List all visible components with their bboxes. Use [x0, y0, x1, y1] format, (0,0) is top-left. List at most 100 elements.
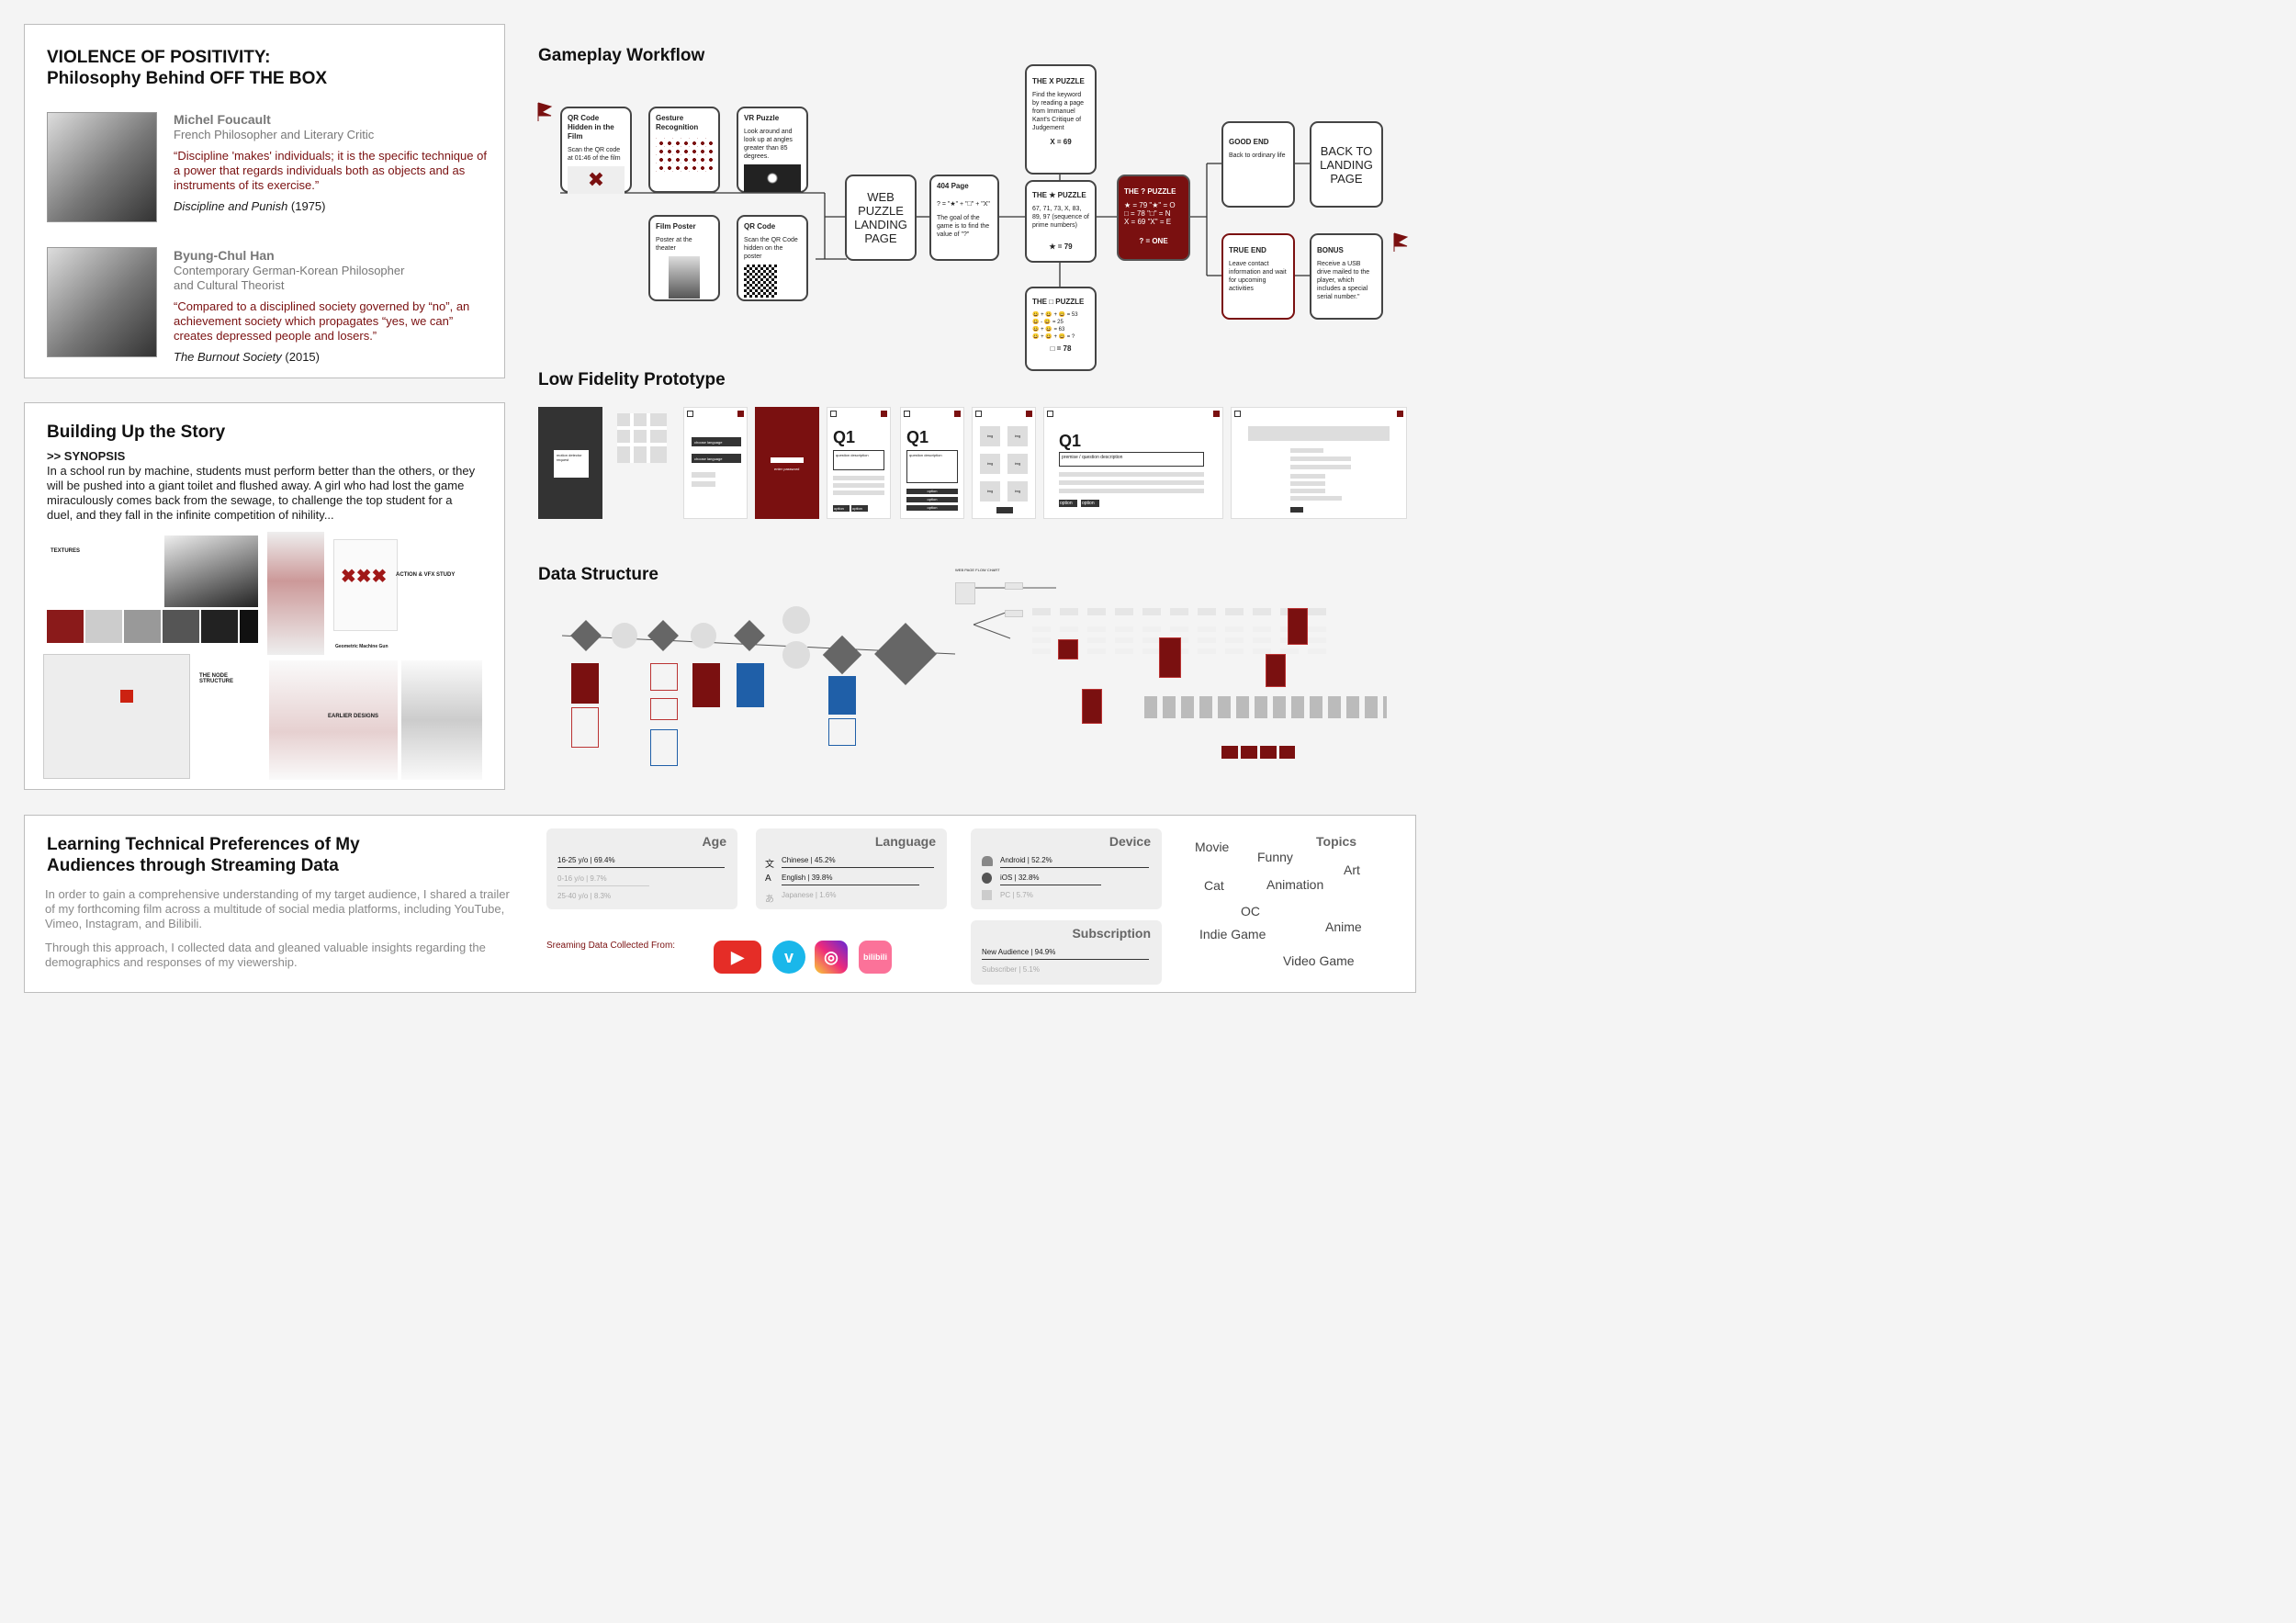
- img-placeholder[interactable]: img: [1007, 454, 1028, 474]
- youtube-icon[interactable]: ▶: [714, 941, 761, 974]
- proto-checkbox[interactable]: [1047, 411, 1053, 417]
- q-puzzle-line2: □ = 78 "□" = N: [1124, 209, 1171, 218]
- node-box-puzzle-answer: □ = 78: [1050, 344, 1072, 353]
- premise-line: [1059, 489, 1204, 493]
- subscription-row: Subscriber | 5.1%: [982, 965, 1040, 974]
- language-bar: [782, 867, 934, 868]
- node-404-formula: ? = "★" + "□" + "X": [937, 201, 990, 208]
- instagram-icon[interactable]: ◎: [815, 941, 848, 974]
- option-button[interactable]: option: [906, 505, 958, 511]
- proto-checkbox[interactable]: [904, 411, 910, 417]
- flowchart-doc-row: [1144, 696, 1387, 718]
- flow-box-outline: [650, 663, 678, 691]
- web-flowchart-label: WEB PAGE FLOW CHART: [955, 568, 1000, 572]
- texture-strip-1: [47, 610, 84, 643]
- apple-icon: [982, 873, 992, 884]
- option-button[interactable]: option: [1059, 500, 1077, 507]
- topic-word: OC: [1241, 904, 1260, 919]
- option-button[interactable]: option: [833, 505, 850, 512]
- password-label: enter password: [774, 467, 800, 471]
- form-line: [1290, 496, 1342, 501]
- proto-screen-motion: motion detector request: [538, 407, 602, 519]
- philosophy-title: VIOLENCE OF POSITIVITY: Philosophy Behin…: [47, 47, 327, 89]
- topic-word: Video Game: [1283, 953, 1355, 968]
- option-button[interactable]: option: [851, 505, 868, 512]
- node-star-puzzle: THE ★ PUZZLE 67, 71, 73, X, 83, 89, 97 (…: [1025, 180, 1097, 263]
- flowchart-red-card: [1058, 639, 1078, 659]
- proto-screen-q1-b: Q1 question description option option op…: [900, 407, 964, 519]
- option-button[interactable]: option: [906, 497, 958, 502]
- proto-checkbox[interactable]: [830, 411, 837, 417]
- proto-screen-grid: [617, 413, 667, 463]
- proto-help-icon[interactable]: [1026, 411, 1032, 417]
- foucault-photo: [47, 112, 157, 222]
- node-true-end-title: TRUE END: [1229, 246, 1266, 254]
- img-placeholder[interactable]: img: [980, 454, 1000, 474]
- english-icon: A: [765, 873, 771, 884]
- topic-word: Movie: [1195, 840, 1230, 854]
- node-red-hex: [120, 690, 133, 703]
- question-description-box: question description: [833, 450, 884, 470]
- proto-help-icon[interactable]: [1397, 411, 1403, 417]
- proto-submit[interactable]: [996, 507, 1013, 513]
- choose-language-button-1[interactable]: choose language: [692, 437, 741, 446]
- audience-title: Learning Technical Preferences of My Aud…: [47, 834, 360, 876]
- answer-line-3: [833, 490, 884, 495]
- proto-checkbox[interactable]: [1234, 411, 1241, 417]
- flow-box-outline: [828, 718, 856, 746]
- flow-box-outline: [571, 707, 599, 748]
- proto-screen-q1-wide: Q1 premise / question description option…: [1043, 407, 1223, 519]
- topics-title: Topics: [1316, 834, 1357, 849]
- philosophy-panel: VIOLENCE OF POSITIVITY: Philosophy Behin…: [24, 24, 505, 378]
- img-placeholder[interactable]: img: [980, 481, 1000, 502]
- age-bar: [557, 867, 725, 868]
- foucault-name: Michel Foucault: [174, 112, 271, 127]
- age-row: 25-40 y/o | 8.3%: [557, 892, 612, 900]
- language-card: Language 文 Chinese | 45.2% A English | 3…: [756, 828, 947, 909]
- proto-help-icon[interactable]: [881, 411, 887, 417]
- bilibili-icon[interactable]: bilibili: [859, 941, 892, 974]
- end-flag-icon: [1393, 232, 1409, 252]
- topic-word: Cat: [1204, 878, 1224, 893]
- img-placeholder[interactable]: img: [980, 426, 1000, 446]
- proto-help-icon[interactable]: [954, 411, 961, 417]
- audience-para-2: Through this approach, I collected data …: [45, 941, 486, 969]
- answer-line-1: [833, 476, 884, 480]
- topic-word: Animation: [1266, 877, 1324, 892]
- node-404-title: 404 Page: [937, 182, 969, 190]
- flowchart-branch: [1005, 610, 1023, 617]
- proto-screen-password: enter password: [755, 407, 819, 519]
- node-question-puzzle: THE ? PUZZLE ★ = 79 "★" = O □ = 78 "□" =…: [1117, 175, 1190, 261]
- age-bar: [557, 885, 649, 886]
- age-title: Age: [702, 834, 726, 849]
- flowchart-red-card: [1082, 689, 1102, 724]
- node-vr-title: VR Puzzle: [744, 114, 780, 122]
- password-field[interactable]: [771, 457, 804, 463]
- q-puzzle-answer: ? = ONE: [1139, 237, 1168, 245]
- lang-placeholder-2: [692, 481, 715, 487]
- vimeo-icon[interactable]: v: [772, 941, 805, 974]
- img-placeholder[interactable]: img: [1007, 426, 1028, 446]
- proto-checkbox[interactable]: [975, 411, 982, 417]
- node-structure-image: [43, 654, 190, 779]
- data-structure-title: Data Structure: [538, 565, 658, 584]
- gun-x-marks: ✖✖✖: [341, 567, 388, 587]
- node-star-puzzle-text: 67, 71, 73, X, 83, 89, 97 (sequence of p…: [1032, 206, 1089, 229]
- node-q-puzzle-title: THE ? PUZZLE: [1124, 187, 1176, 196]
- proto-help-icon[interactable]: [737, 411, 744, 417]
- han-name: Byung-Chul Han: [174, 248, 275, 263]
- option-button[interactable]: option: [906, 489, 958, 494]
- node-404-text: The goal of the game is to find the valu…: [937, 215, 990, 238]
- img-placeholder[interactable]: img: [1007, 481, 1028, 502]
- texture-main-image: [164, 535, 258, 607]
- node-qr-code-title: QR Code: [744, 222, 776, 231]
- proto-checkbox[interactable]: [687, 411, 693, 417]
- node-bonus: BONUS Receive a USB drive mailed to the …: [1310, 233, 1383, 320]
- option-button[interactable]: option: [1081, 500, 1099, 507]
- story-title: Building Up the Story: [47, 423, 226, 442]
- choose-language-button-2[interactable]: choose language: [692, 454, 741, 463]
- node-back-landing: BACK TO LANDING PAGE: [1310, 121, 1383, 208]
- form-submit[interactable]: [1290, 507, 1303, 513]
- proto-help-icon[interactable]: [1213, 411, 1220, 417]
- foucault-citation: Discipline and Punish (1975): [174, 199, 326, 213]
